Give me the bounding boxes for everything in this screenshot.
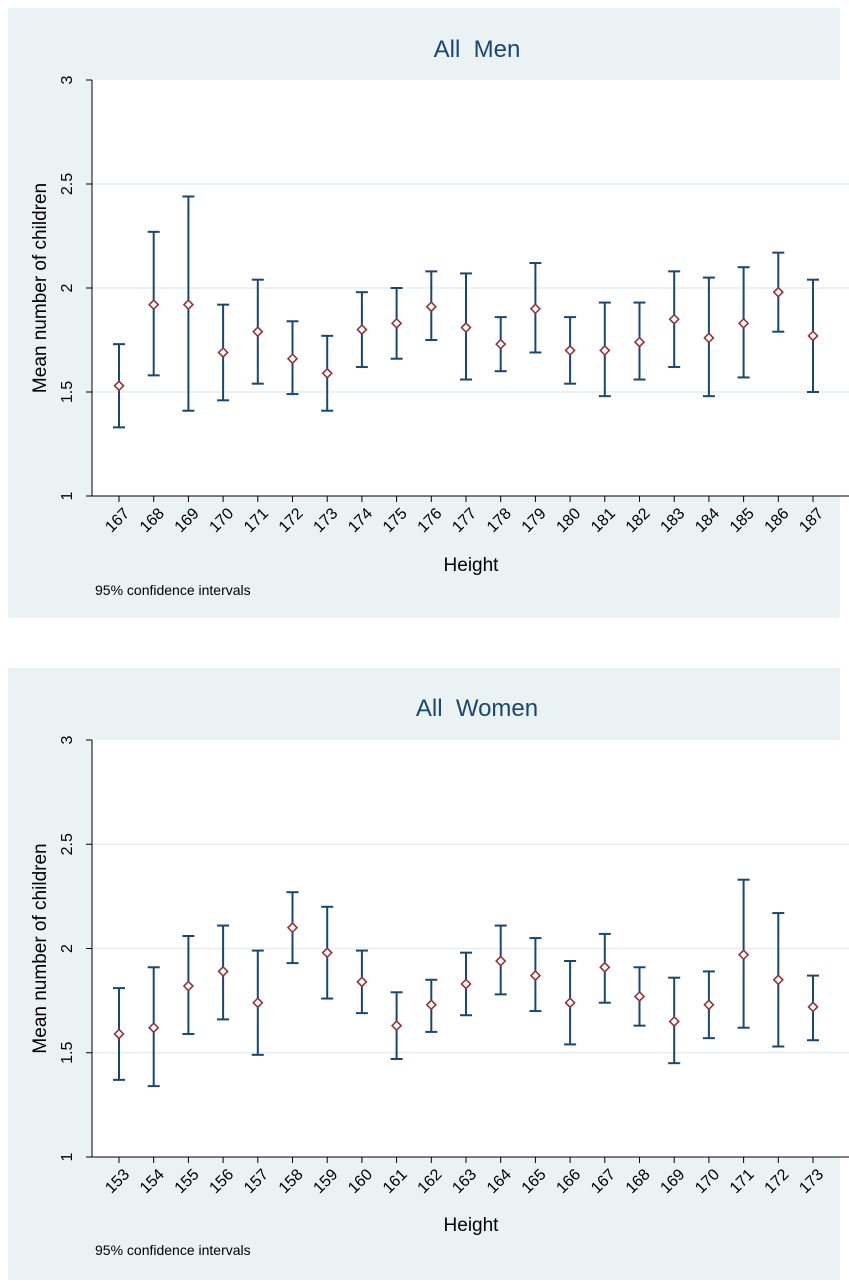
y-tick-label: 1.5 [59,381,76,403]
mean-marker [529,303,542,315]
y-tick-label: 2.5 [59,833,76,855]
y-tick-label: 2.5 [59,173,76,195]
mean-marker [182,299,195,311]
mean-marker [217,346,229,359]
mean-marker [495,338,507,350]
mean-marker [633,336,646,348]
chart-note: 95% confidence intervals [95,1242,251,1258]
mean-marker [425,999,437,1011]
mean-marker [668,313,680,325]
mean-marker [113,1028,125,1040]
y-tick-label: 2 [59,283,76,292]
mean-marker [286,922,299,934]
mean-marker [321,947,333,959]
mean-marker [217,965,229,978]
mean-marker [599,344,611,357]
chart-note: 95% confidence intervals [95,582,251,598]
mean-marker [182,980,195,992]
y-axis-label: Mean number of children [30,183,51,393]
mean-marker [529,969,542,982]
mean-marker [356,976,368,988]
mean-marker [286,353,299,365]
mean-marker [737,949,750,961]
mean-marker [668,1015,680,1028]
y-tick-label: 3 [59,75,76,84]
mean-marker [564,997,576,1009]
mean-marker [390,317,403,329]
y-tick-label: 2 [59,944,76,953]
mean-marker [252,326,264,338]
mean-marker [113,380,125,392]
mean-marker [703,332,715,344]
mean-marker [148,299,160,311]
mean-marker [495,955,507,967]
mean-marker [737,317,750,329]
y-tick-label: 1 [59,1152,76,1161]
mean-marker [252,997,264,1009]
mean-marker [390,1020,403,1032]
mean-marker [633,990,646,1003]
y-tick-label: 1.5 [59,1042,76,1064]
mean-marker [772,286,784,298]
mean-marker [356,323,368,336]
y-axis-label: Mean number of children [30,843,51,1053]
mean-marker [599,961,611,973]
x-axis-label: Height [444,1215,500,1236]
x-axis-label: Height [444,555,500,576]
mean-marker [807,330,819,342]
mean-marker [564,344,576,357]
y-tick-label: 3 [59,735,76,744]
mean-marker [460,321,472,334]
mean-marker [807,1001,819,1013]
mean-marker [321,367,333,379]
chart-title: All Women [416,695,538,722]
mean-marker [772,974,784,986]
mean-marker [703,999,715,1011]
y-tick-label: 1 [59,491,76,500]
mean-marker [148,1022,160,1034]
mean-marker [460,978,472,990]
mean-marker [425,301,437,313]
chart-title: All Men [434,36,521,63]
